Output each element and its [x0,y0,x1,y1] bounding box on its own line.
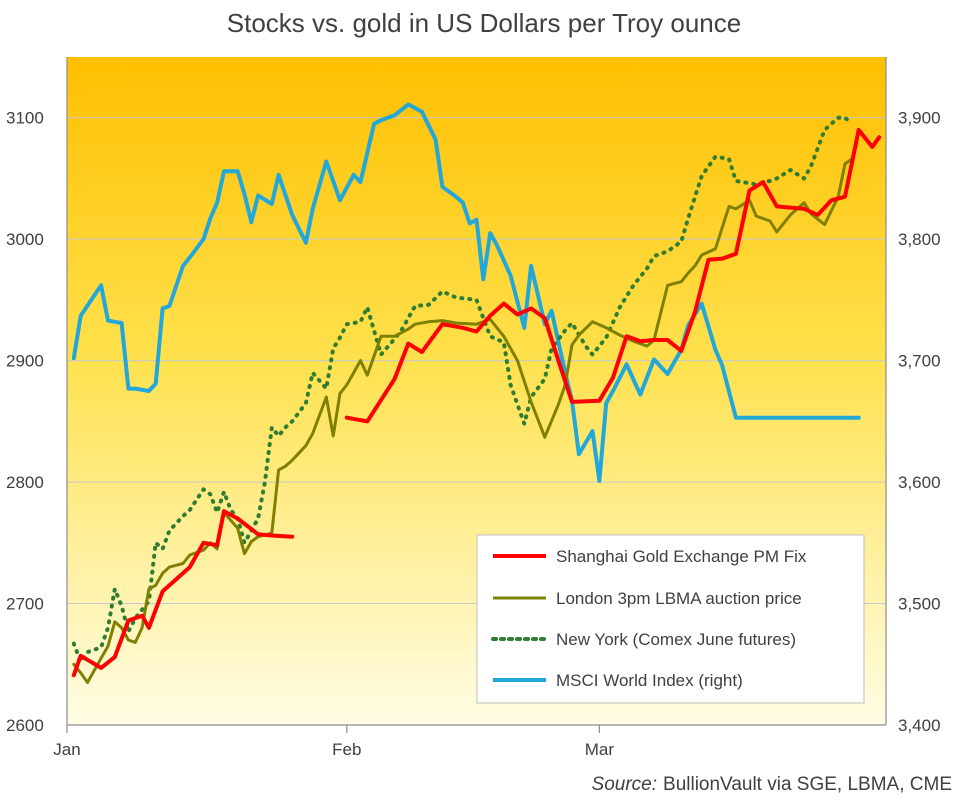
left-tick-label: 2900 [6,352,44,371]
legend-box [476,534,865,704]
legend-label-sge: Shanghai Gold Exchange PM Fix [556,547,807,566]
x-tick-label: Mar [585,740,615,759]
right-axis: 3,400 3,500 3,600 3,700 3,800 3,900 [898,109,941,735]
left-tick-label: 2800 [6,473,44,492]
x-tick-label: Jan [53,740,80,759]
right-tick-label: 3,700 [898,352,941,371]
left-tick-label: 2600 [6,716,44,735]
source-note: Source: BullionVault via SGE, LBMA, CME [592,774,952,795]
right-tick-label: 3,400 [898,716,941,735]
series-line-sge [344,127,882,424]
series-line-lbma [72,157,854,684]
series-line-sge [71,509,295,678]
chart-title: Stocks vs. gold in US Dollars per Troy o… [227,8,741,38]
source-text: BullionVault via SGE, LBMA, CME [663,774,952,795]
source-label: Source: [592,774,657,795]
legend-label-comex: New York (Comex June futures) [556,630,796,649]
x-tick-label: Feb [332,740,361,759]
legend-label-msci: MSCI World Index (right) [556,671,743,690]
x-axis: Jan Feb Mar [53,57,887,759]
legend: Shanghai Gold Exchange PM Fix London 3pm… [476,534,865,704]
left-tick-label: 3100 [6,109,44,128]
right-tick-label: 3,600 [898,473,941,492]
series-layer [71,102,882,684]
right-tick-label: 3,900 [898,109,941,128]
right-tick-label: 3,500 [898,595,941,614]
right-tick-label: 3,800 [898,230,941,249]
left-axis: 2600 2700 2800 2900 3000 3100 [6,109,44,735]
left-tick-label: 2700 [6,595,44,614]
legend-label-lbma: London 3pm LBMA auction price [556,589,802,608]
series-line-comex [71,115,854,664]
left-tick-label: 3000 [6,230,44,249]
series-line-msci [71,102,861,483]
